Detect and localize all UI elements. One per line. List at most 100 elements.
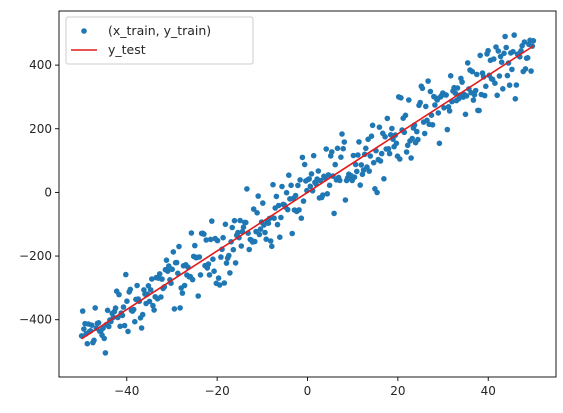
scatter-point — [485, 47, 491, 54]
x-tick-label: −20 — [204, 384, 229, 398]
scatter-point — [512, 96, 519, 102]
scatter-point — [121, 322, 128, 329]
scatter-point — [150, 302, 156, 309]
scatter-point — [102, 350, 109, 356]
scatter-point — [419, 85, 426, 92]
scatter-point — [500, 86, 506, 92]
scatter-point — [393, 140, 400, 147]
y-tick-label: 200 — [29, 122, 52, 136]
scatter-point — [158, 294, 164, 300]
scatter-point — [441, 105, 447, 111]
scatter-point — [156, 271, 163, 277]
scatter-point — [226, 252, 232, 259]
scatter-point — [283, 189, 290, 196]
scatter-point — [211, 268, 217, 275]
scatter-point — [464, 60, 471, 66]
scatter-point — [444, 126, 451, 133]
scatter-point — [260, 200, 266, 206]
scatter-point — [389, 125, 395, 132]
scatter-point — [435, 110, 442, 116]
scatter-point — [147, 287, 154, 293]
scatter-point — [481, 92, 488, 99]
scatter-point — [163, 257, 170, 264]
scatter-points — [78, 32, 537, 356]
scatter-point — [386, 150, 393, 157]
scatter-point — [320, 192, 326, 198]
scatter-point — [404, 142, 411, 149]
scatter-point — [326, 182, 333, 189]
scatter-point — [230, 246, 237, 253]
scatter-point — [209, 218, 215, 224]
scatter-point — [286, 172, 292, 178]
scatter-point — [446, 108, 453, 114]
scatter-point — [382, 134, 388, 140]
scatter-point — [288, 182, 294, 189]
scatter-point — [474, 71, 480, 78]
scatter-point — [334, 145, 341, 152]
scatter-point — [358, 162, 365, 168]
scatter-point — [275, 202, 282, 209]
scatter-point — [256, 231, 263, 238]
scatter-point — [522, 66, 529, 72]
scatter-point — [502, 33, 508, 40]
scatter-point — [250, 206, 257, 212]
scatter-point — [218, 254, 224, 260]
scatter-point — [306, 176, 313, 182]
legend-frame — [65, 16, 254, 65]
scatter-point — [81, 326, 87, 332]
scatter-point — [338, 154, 344, 160]
scatter-point — [378, 150, 385, 157]
scatter-point — [496, 73, 503, 79]
scatter-point — [120, 304, 127, 310]
scatter-point — [384, 115, 391, 122]
scatter-point — [492, 80, 498, 86]
legend-marker-scatter — [81, 28, 87, 34]
scatter-point — [454, 85, 461, 91]
scatter-point — [331, 210, 337, 217]
scatter-point — [84, 340, 91, 347]
scatter-point — [332, 161, 339, 168]
scatter-point — [337, 177, 343, 184]
scatter-point — [429, 122, 436, 128]
scatter-point — [299, 154, 306, 161]
y-test-line — [81, 45, 534, 340]
scatter-point — [406, 97, 412, 103]
scatter-point — [206, 272, 213, 278]
scatter-point — [196, 254, 203, 260]
scatter-point — [262, 229, 268, 236]
scatter-point — [244, 186, 250, 192]
scatter-point — [95, 320, 102, 326]
scatter-point — [169, 266, 175, 273]
scatter-point — [112, 305, 119, 311]
scatter-point — [223, 260, 230, 266]
scatter-point — [231, 217, 238, 224]
scatter-point — [101, 335, 107, 342]
scatter-point — [124, 298, 130, 305]
scatter-point — [350, 152, 357, 159]
scatter-point — [271, 215, 277, 221]
scatter-point — [472, 87, 479, 94]
scatter-point — [207, 236, 214, 243]
scatter-point — [315, 168, 322, 174]
scatter-point — [425, 78, 431, 84]
scatter-point — [447, 73, 454, 79]
scatter-point — [354, 168, 360, 175]
scatter-point — [363, 145, 369, 152]
scatter-point — [528, 68, 534, 74]
scatter-point — [132, 318, 138, 325]
scatter-point — [340, 145, 347, 152]
scatter-point — [491, 56, 497, 62]
scatter-point — [310, 152, 317, 159]
scatter-point — [139, 311, 146, 318]
x-tick-label: 0 — [304, 384, 312, 398]
scatter-point — [381, 176, 387, 182]
scatter-point — [369, 122, 376, 129]
scatter-point — [498, 59, 505, 65]
scatter-point — [524, 55, 531, 61]
scatter-point — [402, 112, 409, 119]
scatter-point — [443, 92, 450, 98]
scatter-point — [295, 182, 301, 189]
scatter-point — [240, 224, 247, 230]
scatter-point — [257, 226, 264, 232]
